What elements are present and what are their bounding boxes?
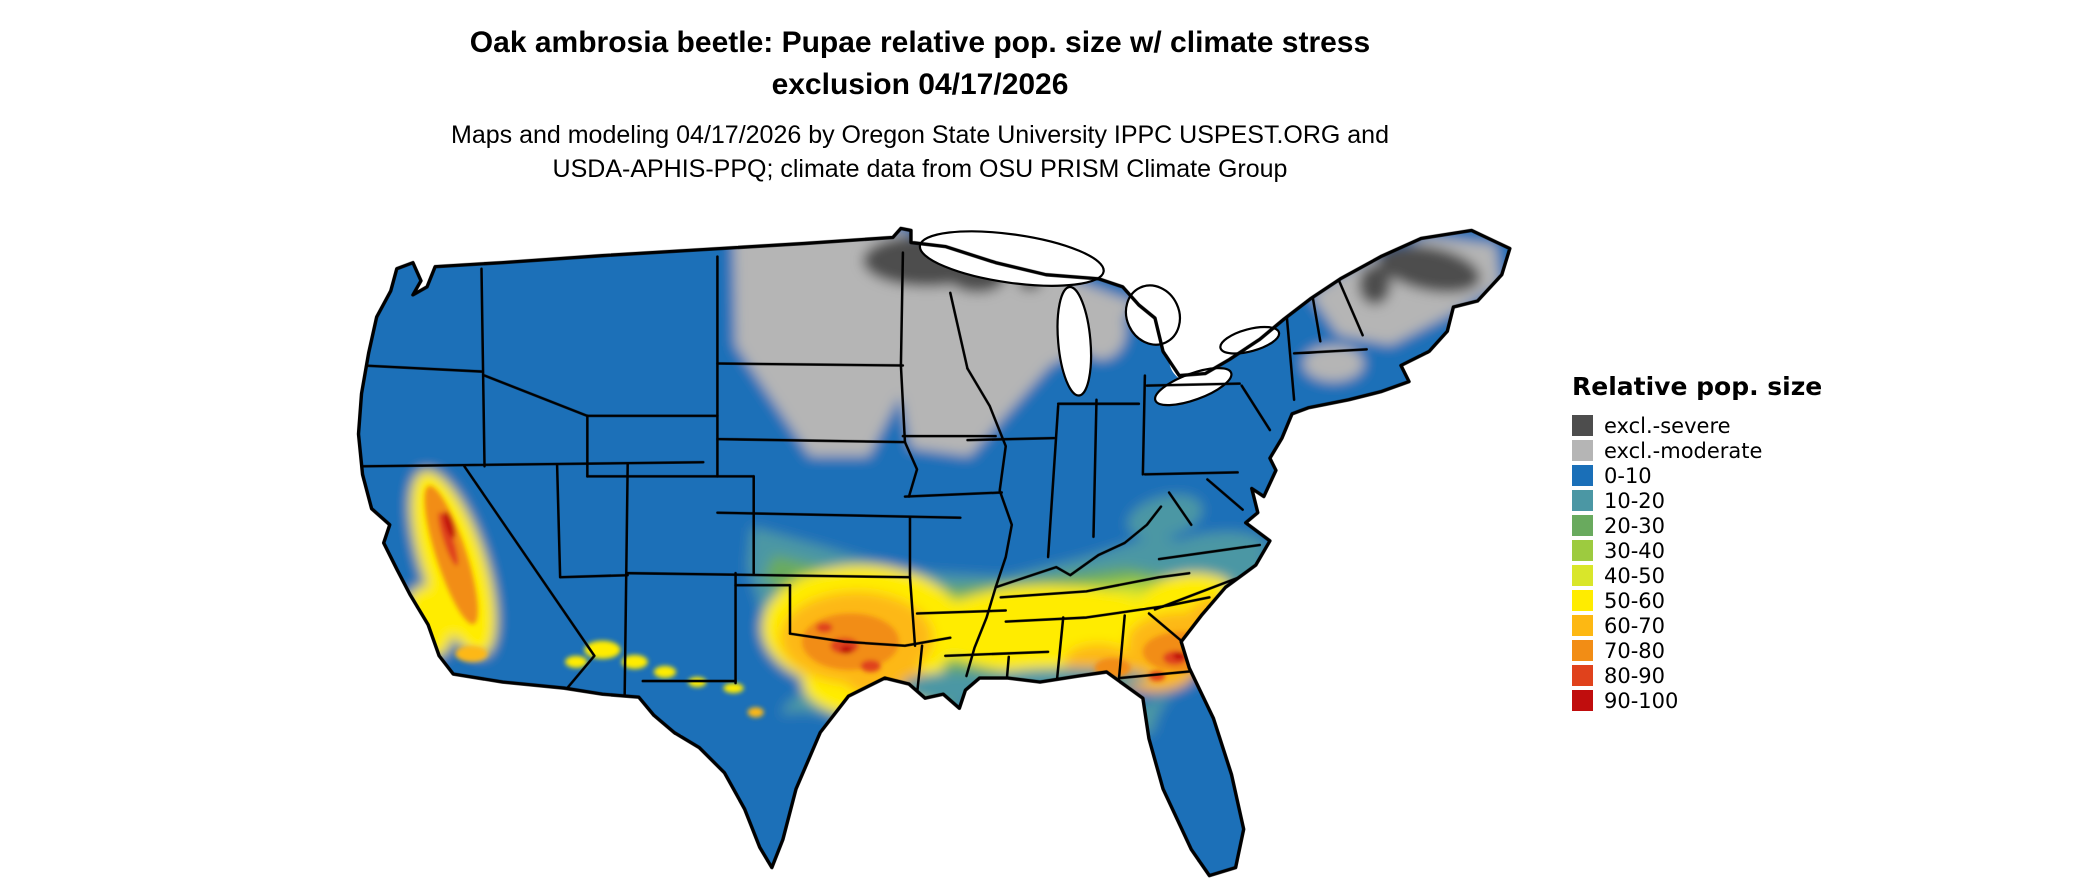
legend-item: excl.-moderate (1572, 438, 1832, 463)
legend-item: 0-10 (1572, 463, 1832, 488)
subtitle-line-2: USDA-APHIS-PPQ; climate data from OSU PR… (552, 155, 1288, 183)
legend-item: 60-70 (1572, 613, 1832, 638)
state-borders (358, 251, 1368, 698)
population-raster-layers (358, 228, 1510, 876)
us-outline (356, 226, 1512, 878)
legend-item-label: excl.-moderate (1604, 438, 1763, 463)
legend-color-swatch (1572, 690, 1593, 711)
legend-item-label: 50-60 (1604, 588, 1666, 613)
us-map (300, 222, 1530, 888)
legend-item: 20-30 (1572, 513, 1832, 538)
us-map-svg (356, 226, 1512, 878)
legend-color-swatch (1572, 415, 1593, 436)
legend-color-swatch (1572, 515, 1593, 536)
map-subtitle: Maps and modeling 04/17/2026 by Oregon S… (0, 118, 1840, 186)
lake-michigan (1056, 285, 1093, 397)
legend-item-label: 60-70 (1604, 613, 1666, 638)
legend-color-swatch (1572, 615, 1593, 636)
legend-item-label: 10-20 (1604, 488, 1666, 513)
legend-item: 40-50 (1572, 563, 1832, 588)
lake-superior (918, 230, 1105, 287)
legend-items: excl.-severe excl.-moderate 0-10 10-20 2… (1572, 413, 1832, 713)
legend-color-swatch (1572, 640, 1593, 661)
legend-item-label: excl.-severe (1604, 413, 1731, 438)
legend-item: 70-80 (1572, 638, 1832, 663)
legend-color-swatch (1572, 465, 1593, 486)
legend-item: 80-90 (1572, 663, 1832, 688)
map-title: Oak ambrosia beetle: Pupae relative pop.… (0, 22, 1840, 106)
legend-item: 50-60 (1572, 588, 1832, 613)
legend-item-label: 80-90 (1604, 663, 1666, 688)
legend-color-swatch (1572, 590, 1593, 611)
legend-item: 30-40 (1572, 538, 1832, 563)
legend-item-label: 30-40 (1604, 538, 1666, 563)
legend-color-swatch (1572, 665, 1593, 686)
legend: Relative pop. size excl.-severe excl.-mo… (1572, 372, 1832, 713)
legend-item-label: 90-100 (1604, 688, 1679, 713)
legend-item: 90-100 (1572, 688, 1832, 713)
legend-title: Relative pop. size (1572, 372, 1823, 401)
legend-item-label: 40-50 (1604, 563, 1666, 588)
legend-item-label: 0-10 (1604, 463, 1652, 488)
title-line-1: Oak ambrosia beetle: Pupae relative pop.… (469, 26, 1371, 59)
legend-color-swatch (1572, 440, 1593, 461)
legend-item-label: 20-30 (1604, 513, 1666, 538)
legend-color-swatch (1572, 540, 1593, 561)
legend-item: 10-20 (1572, 488, 1832, 513)
subtitle-line-1: Maps and modeling 04/17/2026 by Oregon S… (451, 121, 1389, 149)
legend-color-swatch (1572, 565, 1593, 586)
legend-item: excl.-severe (1572, 413, 1832, 438)
great-lakes (918, 230, 1281, 407)
title-line-2: exclusion 04/17/2026 (771, 68, 1069, 101)
legend-item-label: 70-80 (1604, 638, 1666, 663)
legend-color-swatch (1572, 490, 1593, 511)
